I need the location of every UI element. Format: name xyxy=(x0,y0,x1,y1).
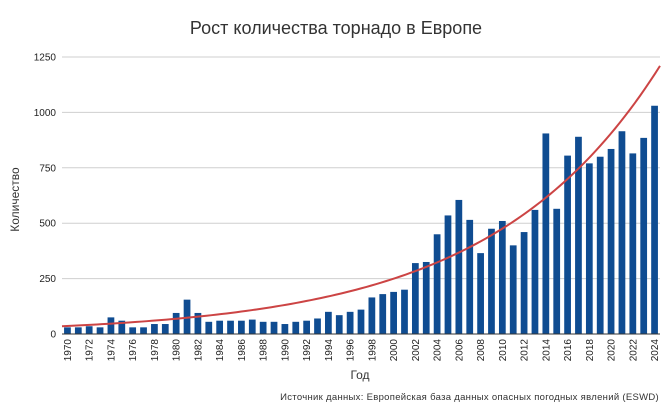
x-tick-label: 2024 xyxy=(650,339,661,362)
x-tick-label: 2014 xyxy=(541,339,552,362)
x-tick-label: 1990 xyxy=(280,339,291,362)
bar-2009 xyxy=(488,228,495,334)
x-tick-label: 2006 xyxy=(454,339,465,362)
bar-1988 xyxy=(259,321,267,334)
x-tick-label: 2016 xyxy=(563,339,574,362)
x-tick-label: 1984 xyxy=(215,339,226,362)
bar-2001 xyxy=(401,289,408,334)
x-tick-label: 2020 xyxy=(607,339,618,362)
bar-2008 xyxy=(477,253,484,334)
y-tick-label: 250 xyxy=(39,274,56,285)
bar-1999 xyxy=(379,294,387,334)
bar-1997 xyxy=(357,309,365,334)
y-tick-label: 1250 xyxy=(34,53,57,64)
bar-2006 xyxy=(455,199,463,334)
x-tick-label: 1972 xyxy=(85,339,96,362)
x-tick-label: 1974 xyxy=(106,339,117,362)
bar-1971 xyxy=(74,327,82,334)
bar-2014 xyxy=(542,133,550,334)
bar-1977 xyxy=(140,327,147,334)
x-tick-label: 2012 xyxy=(520,339,531,362)
x-tick-label: 1978 xyxy=(150,339,161,362)
data-source-note: Источник данных: Европейская база данных… xyxy=(280,392,659,403)
bar-1990 xyxy=(281,324,289,334)
bar-1991 xyxy=(292,321,300,334)
bar-1973 xyxy=(96,327,104,334)
y-axis-ticks: 0 250 500 750 1000 1250 xyxy=(34,53,57,341)
bar-1975 xyxy=(118,320,126,334)
bar-1978 xyxy=(151,324,158,334)
x-tick-label: 1986 xyxy=(237,339,248,362)
bar-2002 xyxy=(411,263,419,334)
bar-1986 xyxy=(238,320,245,334)
y-axis-title: Количество xyxy=(8,167,22,232)
bar-1995 xyxy=(335,315,343,334)
bar-1992 xyxy=(303,320,311,334)
x-tick-label: 2008 xyxy=(476,339,487,362)
bar-2021 xyxy=(618,131,626,334)
x-tick-label: 1982 xyxy=(193,339,204,362)
y-tick-label: 0 xyxy=(50,330,56,341)
x-tick-label: 1988 xyxy=(259,339,270,362)
bar-1998 xyxy=(368,297,376,334)
x-tick-label: 2018 xyxy=(585,339,596,362)
bar-2011 xyxy=(509,245,517,334)
bar-2018 xyxy=(585,163,593,334)
bar-2023 xyxy=(640,137,648,334)
bar-2015 xyxy=(553,208,561,334)
bar-1980 xyxy=(172,312,180,334)
bar-2005 xyxy=(444,215,452,334)
bar-2022 xyxy=(629,153,637,334)
bar-2016 xyxy=(564,155,571,334)
y-tick-label: 750 xyxy=(39,163,56,174)
x-tick-label: 1992 xyxy=(302,339,313,362)
x-tick-label: 1980 xyxy=(172,339,183,362)
bar-2007 xyxy=(466,219,474,334)
x-tick-label: 2010 xyxy=(498,339,509,362)
x-tick-label: 2022 xyxy=(628,339,639,362)
gridlines xyxy=(62,56,660,280)
x-tick-label: 2004 xyxy=(433,339,444,362)
bar-1984 xyxy=(216,320,224,334)
bar-1996 xyxy=(346,311,354,334)
bar-2004 xyxy=(433,234,441,334)
y-tick-label: 500 xyxy=(39,219,56,230)
bar-1985 xyxy=(227,320,234,334)
x-axis-ticks: 1970 1972 1974 1976 1978 1980 1982 1984 1986 1988… xyxy=(63,339,661,362)
x-tick-label: 1998 xyxy=(367,339,378,362)
bar-2013 xyxy=(531,209,539,334)
bar-2017 xyxy=(575,136,582,334)
bar-1979 xyxy=(161,324,169,334)
bar-1976 xyxy=(129,327,137,334)
x-tick-label: 2002 xyxy=(411,339,422,362)
trendline-group xyxy=(61,65,661,328)
bar-2020 xyxy=(607,148,615,334)
bar-1983 xyxy=(205,321,213,334)
trendline xyxy=(61,65,661,328)
bar-1970 xyxy=(64,327,71,334)
bar-1974 xyxy=(107,317,115,334)
bar-1972 xyxy=(85,326,93,334)
x-tick-label: 1970 xyxy=(63,339,74,362)
bar-2003 xyxy=(422,261,430,334)
x-tick-label: 1996 xyxy=(346,339,357,362)
bar-2010 xyxy=(498,220,506,334)
bar-1987 xyxy=(248,319,256,334)
y-tick-label: 1000 xyxy=(34,108,57,119)
bar-1993 xyxy=(314,318,321,334)
chart-title: Рост количества торнадо в Европе xyxy=(190,18,482,38)
bar-1989 xyxy=(270,321,278,334)
x-axis-title: Год xyxy=(350,368,369,382)
x-tick-label: 1994 xyxy=(324,339,335,362)
x-tick-label: 1976 xyxy=(128,339,139,362)
bar-1982 xyxy=(194,312,202,334)
bar-1994 xyxy=(325,311,332,334)
bar-2012 xyxy=(520,232,528,334)
bar-2019 xyxy=(596,156,604,334)
bar-2024 xyxy=(651,105,658,334)
x-tick-label: 2000 xyxy=(389,339,400,362)
bar-2000 xyxy=(390,291,397,334)
